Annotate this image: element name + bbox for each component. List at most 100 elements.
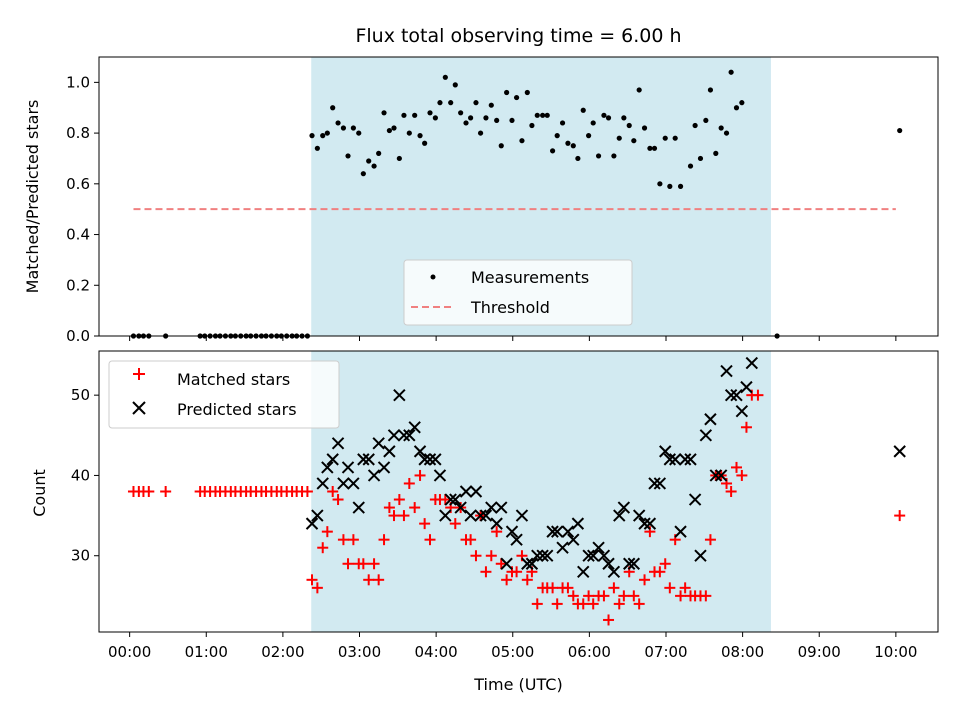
measurement-point [651,145,658,151]
measurement-point [662,135,668,141]
matched-star-point [383,502,395,514]
measurement-point [621,115,627,121]
measurement-point [549,148,556,154]
matched-star-point [659,558,671,570]
predicted-star-point [490,517,503,530]
measurement-point [498,143,504,149]
matched-star-point [424,534,436,546]
measurement-point [504,89,510,96]
matched-star-point [521,574,533,586]
measurement-point [601,112,607,118]
predicted-star-point [684,453,697,466]
predicted-star-point [613,509,626,522]
measurement-point [366,158,372,164]
matched-star-point [501,574,513,586]
predicted-star-point [383,445,396,458]
matched-star-point [393,494,405,506]
measurement-point [529,122,535,129]
measurement-point [488,102,494,108]
predicted-star-point [397,429,411,442]
x-tick-label: 10:00 [874,643,917,661]
matched-star-point [628,590,640,602]
matched-star-point [562,582,574,594]
measurement-point [626,122,632,129]
predicted-star-point [316,477,329,490]
y-tick-label: 0.0 [66,327,90,345]
count-panel: 30 40 50 00:00 01:00 02:00 03:00 04:00 05:00 06:… [30,350,939,661]
predicted-star-point [577,565,590,578]
measurement-point [468,115,474,121]
count-panel-frame [98,350,939,633]
y-tick-label: 0.2 [66,276,90,294]
matched-star-point [342,558,354,570]
measurement-point [376,150,382,156]
matched-star-point [332,494,344,506]
measurement-point [477,130,484,136]
measurement-point [340,125,347,131]
matched-star-point [347,534,359,546]
measurement-point [483,115,489,121]
matched-star-point [598,590,610,602]
predicted-star-point [663,453,677,466]
matched-star-point [551,598,563,610]
predicted-star-point [582,549,595,562]
predicted-star-point [505,525,519,538]
matched-star-point [491,526,503,538]
predicted-star-point [638,517,651,530]
measurement-point [371,163,377,169]
ratio-panel-frame [98,56,939,337]
ratio-panel: 0.0 0.2 0.4 0.6 0.8 1.0 Matched/Predicted sta… [23,56,939,345]
predicted-star-point [429,453,442,466]
predicted-star-point [311,509,324,522]
predicted-star-point [439,509,452,522]
predicted-star-point [337,477,350,490]
predicted-star-point [418,453,431,466]
legend-marker-predicted-stars [132,401,146,415]
predicted-star-point [730,388,743,402]
matched-star-point [618,590,630,602]
predicted-star-point [724,388,738,402]
predicted-star-point [326,453,339,466]
matched-star-point [363,574,375,586]
matched-star-point [567,590,579,602]
measurement-point [324,130,330,136]
predicted-star-point [387,429,401,442]
x-tick-label: 08:00 [721,643,764,661]
predicted-star-point [464,509,477,522]
measurement-point [463,120,469,126]
matched-star-point [419,518,431,530]
x-tick-label: 01:00 [185,643,228,661]
measurement-point [616,135,622,141]
predicted-star-point [536,549,549,562]
measurement-point [647,145,653,151]
matched-star-point [373,574,385,586]
predicted-star-point [735,405,749,418]
measurement-point [452,82,458,88]
measurement-point [667,183,673,189]
predicted-star-point [321,461,334,474]
predicted-star-point [408,421,421,434]
measurement-point [687,163,694,169]
legend-marker-matched-stars [133,368,145,380]
legend-label-matched-stars: Matched stars [177,370,290,389]
matched-star-point [388,510,400,522]
predicted-star-point [653,477,667,490]
predicted-star-point [474,509,487,522]
measurement-point [412,112,418,118]
matched-star-point [700,590,712,602]
measurement-point [611,153,617,159]
matched-star-point [301,486,313,497]
predicted-star-point [567,533,580,546]
measurement-point [692,122,698,129]
predicted-star-point [403,429,416,442]
ratio-y-ticks: 0.0 0.2 0.4 0.6 0.8 1.0 [66,73,99,345]
observing-window-band-bottom [311,351,771,632]
measurement-point [733,105,740,111]
predicted-star-point [372,437,385,450]
x-tick-label: 05:00 [491,643,534,661]
matched-star-point [311,582,323,594]
predicted-star-point [617,501,631,514]
count-y-axis-label: Count [30,469,49,517]
measurement-point [897,127,903,134]
